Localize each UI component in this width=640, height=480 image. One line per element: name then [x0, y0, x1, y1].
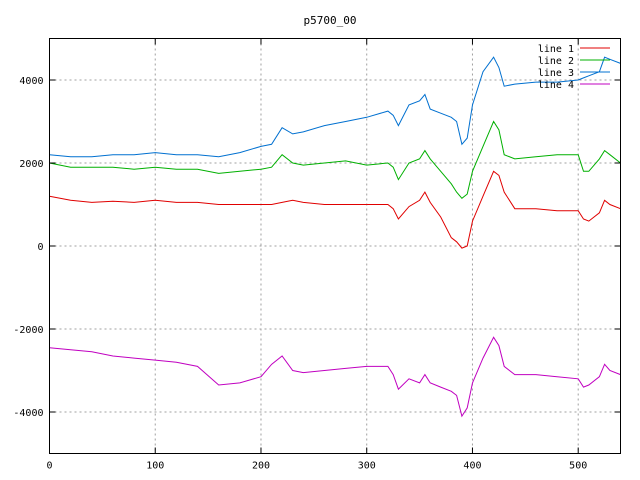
- legend-label-2: line 2: [538, 56, 574, 67]
- y-tick-label: 2000: [19, 159, 43, 170]
- legend-label-1: line 1: [538, 44, 574, 55]
- series-line-4: [49, 336, 621, 418]
- x-tick-label: 0: [46, 461, 52, 472]
- series-line-3: [49, 56, 621, 158]
- y-tick-label: 0: [37, 242, 43, 253]
- axis-ticks: 0 100 200 300 400 500 -4000 -2000 0 2000 4000: [13, 38, 621, 472]
- series-line-1: [49, 170, 621, 249]
- chart-title: p5700_00: [304, 14, 357, 27]
- x-tick-label: 100: [146, 461, 164, 472]
- y-tick-label: 4000: [19, 76, 43, 87]
- series-line-2: [49, 120, 621, 199]
- y-tick-label: -2000: [13, 325, 43, 336]
- x-tick-label: 300: [358, 461, 376, 472]
- x-tick-label: 200: [252, 461, 270, 472]
- x-tick-label: 500: [569, 461, 587, 472]
- x-tick-label: 400: [463, 461, 481, 472]
- legend-label-4: line 4: [538, 80, 574, 91]
- y-tick-label: -4000: [13, 408, 43, 419]
- grid-lines: [49, 38, 621, 454]
- series-lines: [49, 56, 621, 418]
- legend-label-3: line 3: [538, 68, 574, 79]
